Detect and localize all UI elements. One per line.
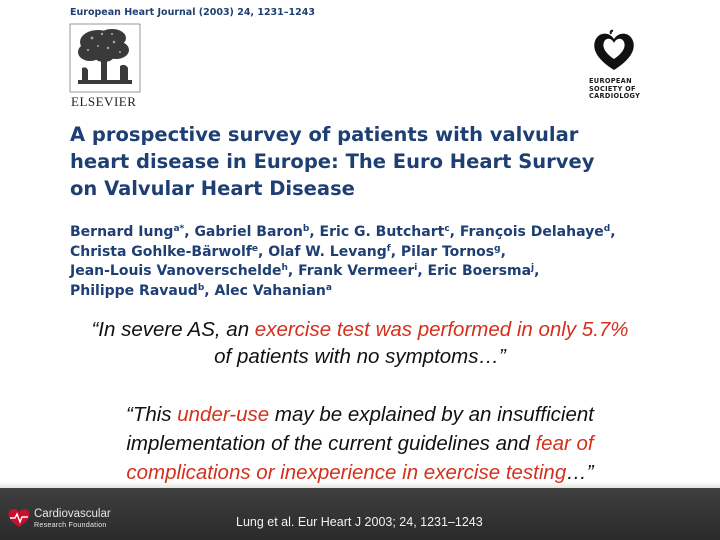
author-affiliation: g [494,243,501,254]
author-line: Bernard Iunga*, Gabriel Baronb, Eric G. … [70,223,690,243]
author-affiliation: f [386,243,391,254]
author-name: Eric G. Butchart [319,224,445,240]
quote-line: “This under-use may be explained by an i… [0,400,720,429]
crf-name-line: Cardiovascular [34,508,111,520]
quote-line: complications or inexperience in exercis… [0,458,720,487]
author-name: Bernard Iung [70,224,174,240]
author-name: François Delahaye [459,224,604,240]
author-separator: , [184,224,195,240]
citation: Lung et al. Eur Heart J 2003; 24, 1231–1… [236,515,483,529]
author-affiliation: b [302,224,310,234]
author-separator: , [257,243,269,260]
title-line: on Valvular Heart Disease [70,177,355,200]
elsevier-wordmark: ELSEVIER [71,94,137,109]
quote-text: “This [126,403,178,426]
quote-text: …” [566,461,594,484]
author-line: Christa Gohlke-Bärwolfe, Olaf W. Levangf… [70,243,690,263]
quote-text: implementation of the current guidelines… [126,432,536,455]
esc-name: EUROPEAN SOCIETY OF CARDIOLOGY [589,77,641,101]
quote-text: “In severe AS, an [91,318,255,341]
quote-highlight: fear of [535,432,594,455]
esc-heart-icon [588,28,644,81]
author-affiliation: a* [173,224,185,234]
author-separator: , [390,243,401,260]
author-line: Philippe Ravaudb, Alec Vahaniana [70,282,690,302]
author-affiliation: a [325,282,332,293]
crf-name-line: Research Foundation [34,520,107,529]
author-separator: , [204,282,215,299]
crf-heart-icon [6,507,32,529]
author-affiliation: c [444,224,450,234]
quote-line: “In severe AS, an exercise test was perf… [0,316,720,343]
article-title: A prospective survey of patients with va… [70,121,670,202]
author-name: Gabriel Baron [194,224,303,240]
author-name: Eric Boersma [427,263,532,279]
author-list: Bernard Iunga*, Gabriel Baronb, Eric G. … [70,223,690,301]
author-name: Olaf W. Levang [268,243,387,260]
author-name: Christa Gohlke-Bärwolf [70,243,252,260]
title-line: heart disease in Europe: The Euro Heart … [70,150,595,173]
quote-exercise-test: “In severe AS, an exercise test was perf… [0,316,720,370]
quote-highlight: complications or inexperience in exercis… [126,461,567,484]
author-separator: , [287,263,299,279]
author-affiliation: e [251,243,258,254]
quote-line: of patients with no symptoms…” [214,345,506,368]
author-name: Jean-Louis Vanoverschelde [70,263,282,279]
author-separator: , [534,263,540,279]
author-name: Pilar Tornos [400,243,495,260]
esc-name-line: CARDIOLOGY [589,92,641,101]
author-line: Jean-Louis Vanoverscheldeh, Frank Vermee… [70,262,690,282]
author-separator: , [449,224,460,240]
author-separator: , [309,224,320,240]
author-separator: , [610,224,616,240]
title-line: A prospective survey of patients with va… [70,123,579,146]
journal-header: European Heart Journal (2003) 24, 1231–1… [70,7,315,18]
author-affiliation: b [197,282,205,293]
author-separator: , [500,243,506,260]
quote-line: implementation of the current guidelines… [0,429,720,458]
author-affiliation: h [281,263,288,273]
esc-name-line: SOCIETY OF [589,84,636,93]
footer-band-edge [0,482,720,490]
quote-under-use: “This under-use may be explained by an i… [0,400,720,487]
author-affiliation: d [603,224,611,234]
esc-name-line: EUROPEAN [589,77,632,85]
author-separator: , [417,263,428,279]
quote-highlight: exercise test was performed in only 5.7% [254,318,629,341]
quote-text: may be explained by an insufficient [269,403,594,426]
author-name: Frank Vermeer [298,263,415,279]
author-name: Alec Vahanian [214,282,326,299]
elsevier-tree-icon [68,22,142,94]
footer-band [0,488,720,540]
author-affiliation: j [531,263,535,273]
author-name: Philippe Ravaud [70,282,198,299]
crf-name: Cardiovascular Research Foundation [34,508,111,529]
author-affiliation: i [414,263,418,273]
quote-highlight: under-use [177,403,270,426]
